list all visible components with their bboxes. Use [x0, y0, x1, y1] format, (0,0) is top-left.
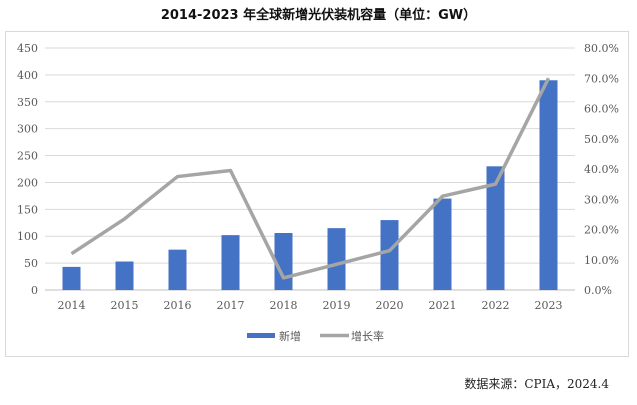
bar-2023: [539, 80, 558, 291]
growth-rate-line: [70, 77, 551, 280]
bar-2014: [62, 266, 81, 290]
bar-2019: [327, 228, 346, 290]
x-tick-label: 2020: [376, 299, 404, 312]
x-tick-label: 2015: [111, 299, 139, 312]
left-tick-label: 400: [17, 69, 38, 82]
legend-label-bar: 新增: [279, 329, 301, 343]
left-tick-label: 200: [17, 176, 38, 189]
chart-frame: [5, 31, 629, 357]
left-tick-label: 0: [31, 284, 38, 297]
right-tick-label: 20.0%: [584, 224, 619, 237]
left-tick-label: 50: [24, 257, 38, 270]
bar-2020: [380, 220, 399, 290]
legend-swatch-bar: [247, 333, 275, 338]
right-tick-label: 80.0%: [584, 42, 619, 55]
left-tick-label: 350: [17, 96, 38, 109]
x-tick-label: 2019: [323, 299, 351, 312]
left-tick-label: 450: [17, 42, 38, 55]
legend-label-line: 增长率: [351, 329, 384, 343]
x-tick-label: 2018: [270, 299, 298, 312]
left-tick-label: 250: [17, 150, 38, 163]
x-tick-label: 2021: [429, 299, 457, 312]
x-tick-label: 2014: [58, 299, 86, 312]
right-tick-label: 30.0%: [584, 193, 619, 206]
bar-2017: [221, 235, 240, 290]
right-tick-label: 50.0%: [584, 133, 619, 146]
bar-2016: [168, 249, 187, 290]
right-tick-label: 60.0%: [584, 103, 619, 116]
x-tick-label: 2022: [482, 299, 510, 312]
chart-title: 2014-2023 年全球新增光伏装机容量（单位：GW）: [160, 8, 477, 23]
data-source: 数据来源：CPIA，2024.4: [464, 377, 609, 391]
left-tick-label: 150: [17, 203, 38, 216]
right-tick-label: 40.0%: [584, 163, 619, 176]
right-tick-label: 70.0%: [584, 72, 619, 85]
right-tick-label: 0.0%: [584, 284, 612, 297]
x-tick-label: 2016: [164, 299, 192, 312]
x-tick-label: 2023: [535, 299, 563, 312]
bar-2015: [115, 261, 134, 290]
left-tick-label: 100: [17, 230, 38, 243]
bar-2021: [433, 198, 452, 290]
x-tick-label: 2017: [217, 299, 245, 312]
left-tick-label: 300: [17, 123, 38, 136]
right-tick-label: 10.0%: [584, 254, 619, 267]
bar-2022: [486, 166, 505, 290]
